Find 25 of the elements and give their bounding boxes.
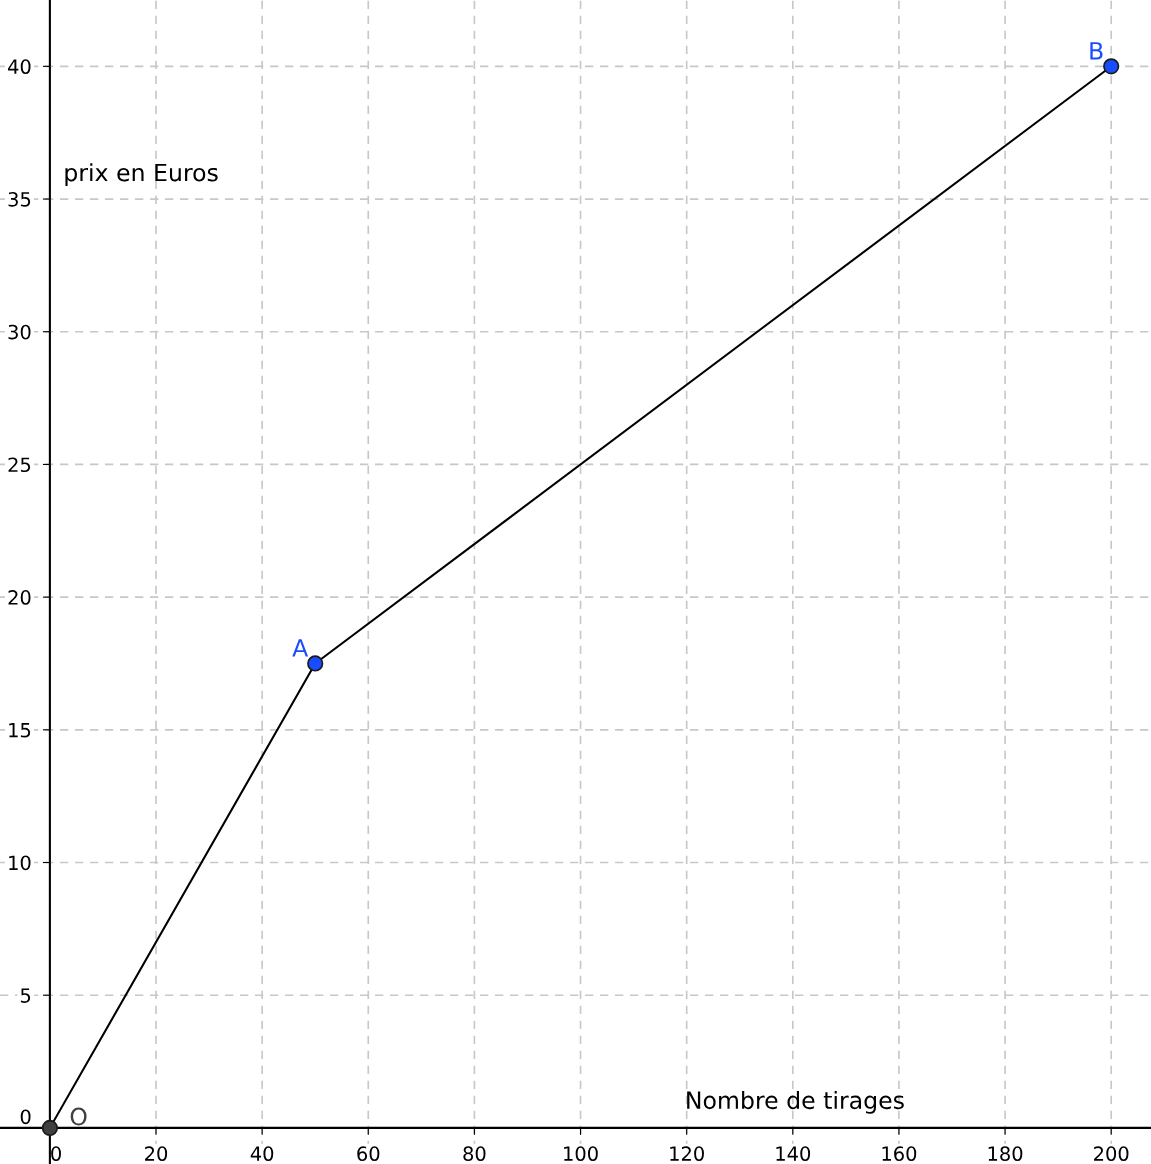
x-axis-title: Nombre de tirages (687, 1090, 904, 1114)
x-tick-label: 20 (145, 1146, 168, 1162)
y-tick-label: 20 (8, 590, 31, 605)
y-tick-label: 30 (8, 324, 31, 340)
x-tick-label: 140 (776, 1146, 811, 1162)
y-axis-title: prix en Euros (65, 163, 218, 187)
y-tick-label: 10 (9, 855, 31, 871)
x-tick-label: 80 (463, 1146, 486, 1162)
annotation: B (1090, 42, 1103, 60)
x-tick-label: 180 (988, 1146, 1023, 1162)
annotation: A (292, 639, 309, 657)
y-tick-label: 25 (8, 457, 31, 473)
y-tick-label: 40 (8, 59, 31, 75)
y-tick-label: 35 (8, 192, 31, 207)
y-tick-label: 0 (20, 1109, 31, 1125)
y-tick-label: 5 (20, 988, 31, 1003)
annotation: O (70, 1107, 87, 1126)
x-tick-label: 160 (882, 1146, 917, 1162)
x-tick-label: 40 (250, 1146, 274, 1162)
y-tick-label: 15 (9, 723, 31, 738)
x-tick-label: 0 (51, 1146, 61, 1162)
x-tick-label: 60 (357, 1146, 380, 1162)
x-tick-label: 100 (564, 1146, 598, 1162)
x-tick-label: 120 (670, 1146, 704, 1162)
x-tick-label: 200 (1094, 1146, 1129, 1162)
